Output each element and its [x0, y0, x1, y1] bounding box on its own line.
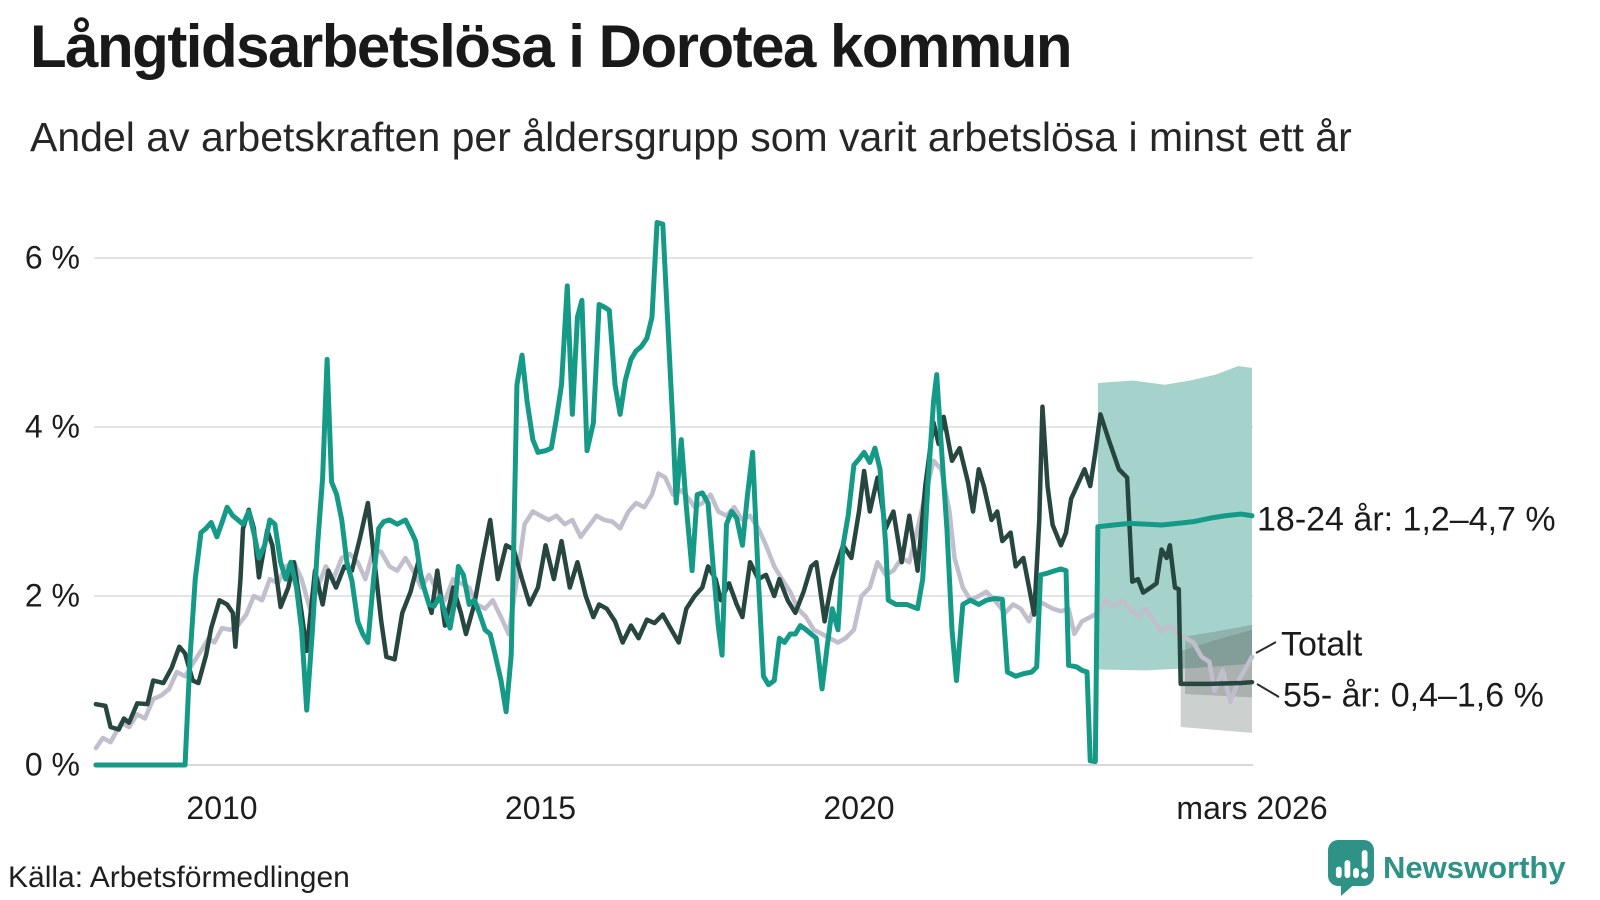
series-label-totalt: Totalt	[1281, 625, 1363, 664]
page-subtitle: Andel av arbetskraften per åldersgrupp s…	[30, 114, 1352, 160]
annotation-connector-0	[1255, 641, 1277, 654]
x-tick-3: mars 2026	[1176, 790, 1328, 826]
page-title: Långtidsarbetslösa i Dorotea kommun	[30, 13, 1073, 80]
annotation-connector-1	[1256, 683, 1280, 698]
x-tick-2: 2020	[823, 790, 895, 826]
y-tick-2: 4 %	[24, 408, 80, 445]
newsworthy-logo: Newsworthy	[1328, 840, 1566, 896]
x-tick-0: 2010	[186, 790, 258, 826]
newsworthy-wordmark: Newsworthy	[1383, 850, 1566, 885]
newsworthy-bubble-icon	[1328, 840, 1374, 896]
series-label-18-24: 18-24 år: 1,2–4,7 %	[1257, 500, 1556, 539]
forecast-band-0	[1097, 366, 1253, 671]
x-tick-1: 2015	[504, 790, 577, 826]
series-line-55-år	[93, 404, 1255, 732]
y-tick-3: 6 %	[24, 239, 80, 276]
y-tick-0: 0 %	[24, 746, 80, 783]
y-tick-1: 2 %	[24, 577, 80, 614]
forecast-band-1	[1185, 624, 1253, 698]
source-note: Källa: Arbetsförmedlingen	[8, 861, 350, 894]
series-label-55: 55- år: 0,4–1,6 %	[1283, 676, 1544, 715]
series-line-18-24år	[93, 220, 1255, 768]
